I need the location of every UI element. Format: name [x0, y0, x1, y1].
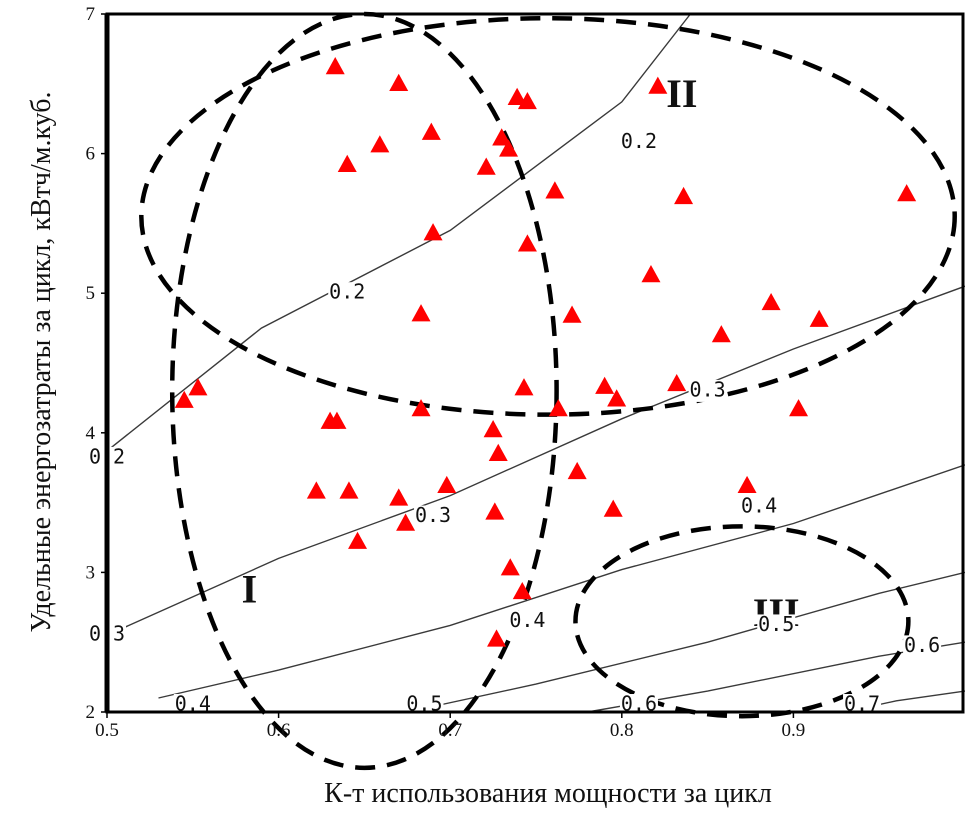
data-point [737, 475, 757, 494]
x-tick-label: 0.5 [95, 720, 119, 741]
contour-label-bg [508, 610, 547, 633]
data-point [512, 581, 532, 600]
contour-label-bg [688, 379, 727, 402]
data-point [607, 389, 627, 407]
cluster-ellipse-i [169, 11, 559, 771]
data-point [517, 91, 537, 110]
data-point [327, 411, 347, 429]
cluster-label-i: I [242, 567, 258, 612]
data-point [174, 390, 194, 408]
data-point [711, 325, 731, 343]
data-point [603, 499, 623, 517]
contour-label: 0.6 [904, 633, 940, 657]
y-tick-label: 5 [86, 283, 96, 304]
x-axis-title: К-т использования мощности за цикл [324, 778, 772, 809]
contour-label: 0.3 [415, 503, 451, 527]
data-point [306, 481, 326, 499]
data-point [411, 399, 431, 417]
contour-label: 0.2 [621, 129, 657, 153]
data-point [411, 304, 431, 322]
data-point [339, 481, 359, 499]
data-point [337, 154, 357, 172]
data-point [492, 128, 512, 146]
data-point [507, 87, 527, 105]
x-tick-label: 0.6 [267, 720, 291, 741]
contour-label: 0.3 [690, 377, 726, 401]
contour-line-0-3-1 [106, 285, 965, 636]
data-point [499, 139, 519, 157]
y-tick-label: 4 [86, 423, 96, 444]
data-point [370, 135, 390, 153]
axis-ticks: 0.5 0.6 0.7 0.8 0.9 2 3 4 5 6 7 [86, 4, 806, 741]
data-point [421, 122, 441, 140]
contour-label-bg [619, 131, 658, 154]
data-point [567, 461, 587, 480]
contour-label-bg [757, 614, 796, 637]
contour-label: 0.4 [509, 608, 545, 632]
x-tick-label: 0.8 [610, 720, 634, 741]
data-point [595, 376, 615, 394]
data-point [641, 265, 661, 283]
data-point [389, 73, 409, 91]
data-point [789, 399, 809, 417]
contour-label-bg [903, 635, 942, 658]
data-point [674, 186, 694, 205]
data-point [517, 234, 537, 252]
cluster-label-ii: II [666, 71, 697, 116]
data-point [545, 181, 565, 199]
data-point [897, 184, 917, 202]
cluster-ellipse-iii [573, 524, 911, 719]
data-point [396, 513, 416, 531]
data-point [514, 378, 534, 396]
data-point [488, 443, 508, 461]
contour-label: 0.2 [329, 280, 365, 304]
contour-label-bg [740, 495, 779, 518]
data-point [325, 57, 345, 75]
y-tick-label: 7 [86, 4, 96, 25]
contour-line-0-2-0 [106, 13, 691, 452]
data-point [483, 420, 503, 438]
y-axis-title: Удельные энергозатраты за цикл, кВтч/м.к… [26, 91, 57, 632]
data-point [423, 223, 443, 241]
x-tick-label: 0.9 [782, 720, 806, 741]
data-point [485, 502, 505, 520]
cluster-ellipse-ii [139, 15, 957, 417]
contour-label-bg [414, 505, 453, 528]
data-point [809, 309, 829, 327]
data-point [500, 558, 520, 576]
contour-line-0-5-3 [407, 571, 965, 713]
contour-line-0-4-2 [158, 464, 965, 699]
data-point [476, 157, 496, 175]
contour-label: 0.5 [758, 612, 794, 636]
data-point [188, 378, 208, 396]
y-tick-label: 3 [86, 562, 96, 583]
y-tick-label: 6 [86, 144, 96, 165]
data-point [389, 488, 409, 506]
data-point [487, 629, 507, 647]
x-tick-label: 0.7 [438, 720, 462, 741]
data-point [437, 475, 457, 494]
data-point [548, 399, 568, 417]
y-tick-label: 2 [86, 702, 96, 723]
contour-label-bg [328, 282, 367, 305]
data-point [761, 292, 781, 311]
data-points [174, 57, 917, 647]
data-point [667, 373, 687, 392]
data-point [562, 305, 582, 323]
contour-label: 0.4 [741, 493, 777, 517]
data-point [648, 76, 668, 94]
data-point [348, 531, 368, 549]
plot-frame [104, 12, 965, 714]
